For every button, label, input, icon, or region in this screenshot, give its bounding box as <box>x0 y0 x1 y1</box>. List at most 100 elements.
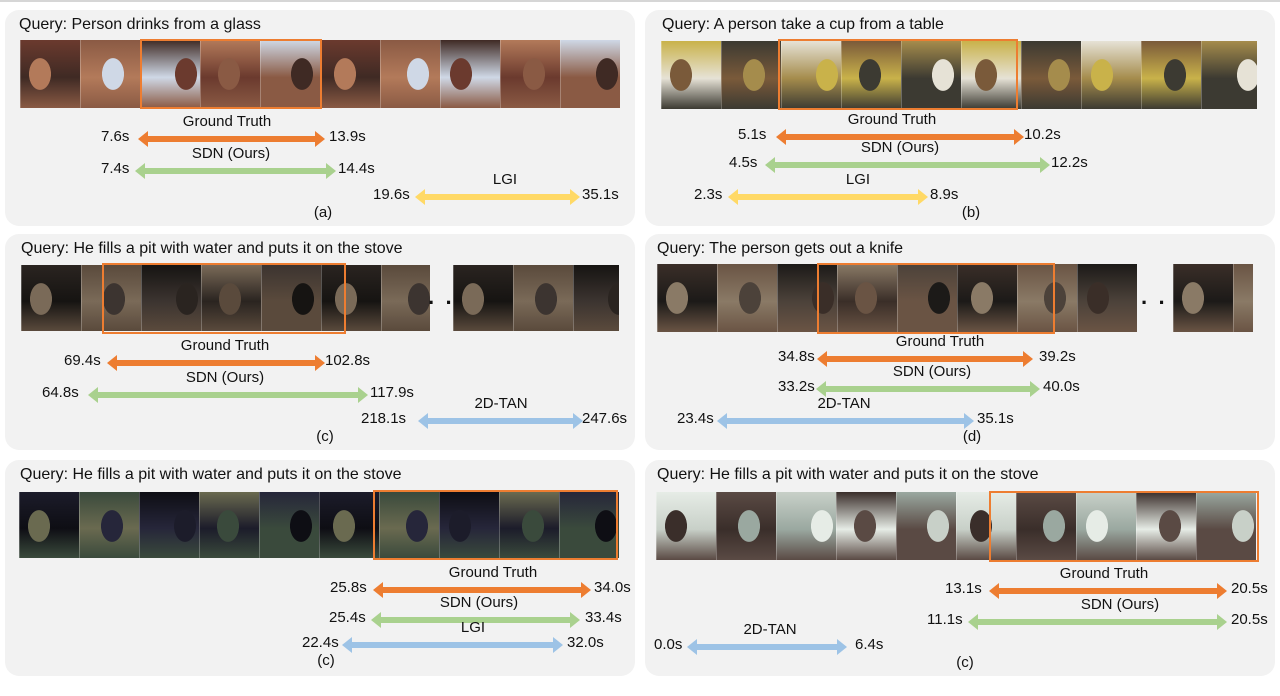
video-frame <box>381 265 430 331</box>
video-frame <box>21 265 81 331</box>
end-time: 33.4s <box>585 609 622 626</box>
arrow-right-head <box>358 387 368 403</box>
ground-truth-highlight <box>373 490 618 560</box>
video-frame <box>320 40 380 108</box>
arrow-right-head <box>964 413 974 429</box>
result-row-2d-tan: 0.0s 2D-TAN 6.4s <box>645 621 1275 656</box>
arrow-left-head <box>728 189 738 205</box>
lgi-bar <box>351 642 553 648</box>
video-frame <box>81 265 141 331</box>
result-row-ground-truth: 5.1s Ground Truth 10.2s <box>645 111 1275 146</box>
result-row-sdn: 4.5s SDN (Ours) 12.2s <box>645 139 1275 174</box>
end-time: 20.5s <box>1231 580 1268 597</box>
query-text: Query: Person drinks from a glass <box>19 16 261 33</box>
arrow-left-head <box>138 131 148 147</box>
start-time: 7.6s <box>101 128 130 145</box>
video-frame <box>1201 41 1257 109</box>
end-time: 102.8s <box>325 352 371 369</box>
start-time: 5.1s <box>738 126 767 143</box>
arrow-right-head <box>315 355 325 371</box>
arrow-left-head <box>765 157 775 173</box>
start-time: 19.6s <box>373 186 410 203</box>
video-frame <box>573 265 619 331</box>
end-time: 35.1s <box>977 410 1014 427</box>
result-row-sdn: 11.1s SDN (Ours) 20.5s <box>645 596 1275 631</box>
frame-strip <box>661 41 1257 109</box>
arrow-left-head <box>687 639 697 655</box>
frame-strip <box>657 264 1137 332</box>
result-row-2d-tan: 218.1s 2D-TAN 247.6s <box>5 395 635 430</box>
end-time: 34.0s <box>594 579 631 596</box>
end-time: 40.0s <box>1043 378 1080 395</box>
panel-c: Query: He fills a pit with water and put… <box>5 234 635 450</box>
video-frame <box>1076 492 1136 560</box>
arrow-left-head <box>418 413 428 429</box>
arrow-right-head <box>573 413 583 429</box>
start-time: 64.8s <box>42 384 79 401</box>
video-frame <box>319 492 379 558</box>
video-frame <box>379 492 439 558</box>
arrow-left-head <box>107 355 117 371</box>
ground-truth-bar <box>116 360 315 366</box>
start-time: 2.3s <box>694 186 723 203</box>
video-frame <box>1136 492 1196 560</box>
arrow-right-head <box>1040 157 1050 173</box>
start-time: 0.0s <box>654 636 683 653</box>
arrow-left-head <box>88 387 98 403</box>
lgi-bar <box>737 194 918 200</box>
arrow-right-head <box>1217 583 1227 599</box>
result-row-ground-truth: 69.4s Ground Truth 102.8s <box>5 337 635 372</box>
method-label: SDN (Ours) <box>185 369 265 386</box>
panel-caption: (c) <box>316 428 334 445</box>
arrow-right-head <box>315 131 325 147</box>
sdn-bar <box>774 162 1040 168</box>
end-time: 35.1s <box>582 186 619 203</box>
video-frame <box>139 492 199 558</box>
arrow-right-head <box>1014 129 1024 145</box>
panel-caption: (d) <box>962 428 982 445</box>
video-frame <box>841 41 901 109</box>
start-time: 23.4s <box>677 410 714 427</box>
video-frame <box>1077 264 1137 332</box>
video-frame <box>776 492 836 560</box>
frame-strip-tail <box>1173 264 1253 332</box>
ground-truth-bar <box>382 587 581 593</box>
sdn-bar <box>977 619 1217 625</box>
sdn-bar <box>825 386 1030 392</box>
start-time: 33.2s <box>778 378 815 395</box>
end-time: 247.6s <box>582 410 628 427</box>
ground-truth-bar <box>998 588 1217 594</box>
video-frame <box>321 265 381 331</box>
video-frame <box>777 264 837 332</box>
video-frame <box>200 40 260 108</box>
arrow-left-head <box>371 612 381 628</box>
video-frame <box>961 41 1021 109</box>
video-frame <box>1081 41 1141 109</box>
arrow-right-head <box>1023 351 1033 367</box>
end-time: 39.2s <box>1039 348 1076 365</box>
query-text: Query: He fills a pit with water and put… <box>657 466 1039 483</box>
method-label: LGI <box>460 619 486 636</box>
arrow-left-head <box>135 163 145 179</box>
video-frame <box>837 264 897 332</box>
method-label: LGI <box>845 171 871 188</box>
result-row-lgi: 22.4s LGI 32.0s <box>5 619 635 654</box>
end-time: 20.5s <box>1231 611 1268 628</box>
video-frame <box>19 492 79 558</box>
video-frame <box>559 492 619 558</box>
frame-strip <box>19 492 619 558</box>
result-row-2d-tan: 23.4s 2D-TAN 35.1s <box>645 395 1275 430</box>
method-label: LGI <box>492 171 518 188</box>
end-time: 14.4s <box>338 160 375 177</box>
video-frame <box>957 264 1017 332</box>
result-row-lgi: 19.6s LGI 35.1s <box>5 171 635 206</box>
arrow-right-head <box>570 612 580 628</box>
video-frame <box>1016 492 1076 560</box>
method-label: SDN (Ours) <box>860 139 940 156</box>
end-time: 10.2s <box>1024 126 1061 143</box>
method-label: 2D-TAN <box>474 395 528 412</box>
arrow-left-head <box>816 381 826 397</box>
video-frame <box>380 40 440 108</box>
video-frame <box>141 265 201 331</box>
start-time: 13.1s <box>945 580 982 597</box>
